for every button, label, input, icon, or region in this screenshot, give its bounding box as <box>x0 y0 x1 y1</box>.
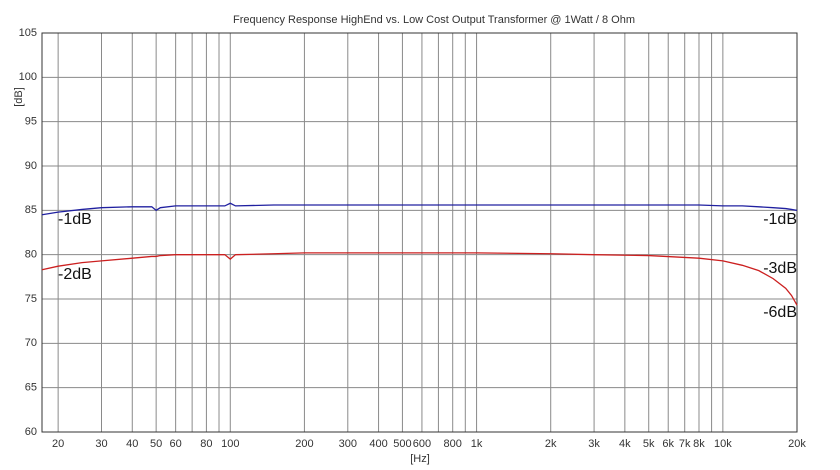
y-tick-label: 75 <box>25 293 37 305</box>
y-tick-label: 90 <box>25 160 37 172</box>
annotation: -6dB <box>763 304 797 321</box>
annotation: -3dB <box>763 260 797 277</box>
x-tick-label: 2k <box>545 438 557 450</box>
x-tick-label: 7k <box>679 438 691 450</box>
y-tick-label: 100 <box>19 71 37 83</box>
x-tick-label: 20k <box>788 438 806 450</box>
x-tick-label: 4k <box>619 438 631 450</box>
y-tick-label: 85 <box>25 204 37 216</box>
x-axis-label: [Hz] <box>410 453 430 465</box>
y-tick-label: 95 <box>25 116 37 128</box>
x-tick-label: 60 <box>170 438 182 450</box>
x-tick-label: 600 <box>413 438 431 450</box>
data-line <box>41 252 798 306</box>
y-tick-label: 60 <box>25 426 37 438</box>
x-tick-label: 8k <box>693 438 705 450</box>
x-tick-label: 200 <box>295 438 313 450</box>
x-tick-label: 100 <box>221 438 239 450</box>
x-tick-label: 800 <box>444 438 462 450</box>
x-tick-label: 500 <box>393 438 411 450</box>
x-tick-label: 3k <box>588 438 600 450</box>
x-tick-label: 50 <box>150 438 162 450</box>
x-tick-label: 5k <box>643 438 655 450</box>
plot-frame <box>41 32 798 433</box>
x-tick-label: 30 <box>95 438 107 450</box>
y-axis-label: [dB] <box>13 87 25 107</box>
x-tick-label: 400 <box>369 438 387 450</box>
x-tick-label: 10k <box>714 438 732 450</box>
data-line <box>41 202 798 216</box>
y-tick-label: 65 <box>25 382 37 394</box>
x-tick-label: 300 <box>339 438 357 450</box>
x-tick-label: 40 <box>126 438 138 450</box>
annotation: -1dB <box>58 211 92 228</box>
chart-title: Frequency Response HighEnd vs. Low Cost … <box>233 14 635 26</box>
y-tick-label: 105 <box>19 27 37 39</box>
x-tick-label: 80 <box>200 438 212 450</box>
x-tick-label: 20 <box>52 438 64 450</box>
y-tick-label: 80 <box>25 249 37 261</box>
y-tick-label: 70 <box>25 337 37 349</box>
x-tick-label: 1k <box>471 438 483 450</box>
x-tick-label: 6k <box>662 438 674 450</box>
annotation: -1dB <box>763 211 797 228</box>
annotation: -2dB <box>58 266 92 283</box>
